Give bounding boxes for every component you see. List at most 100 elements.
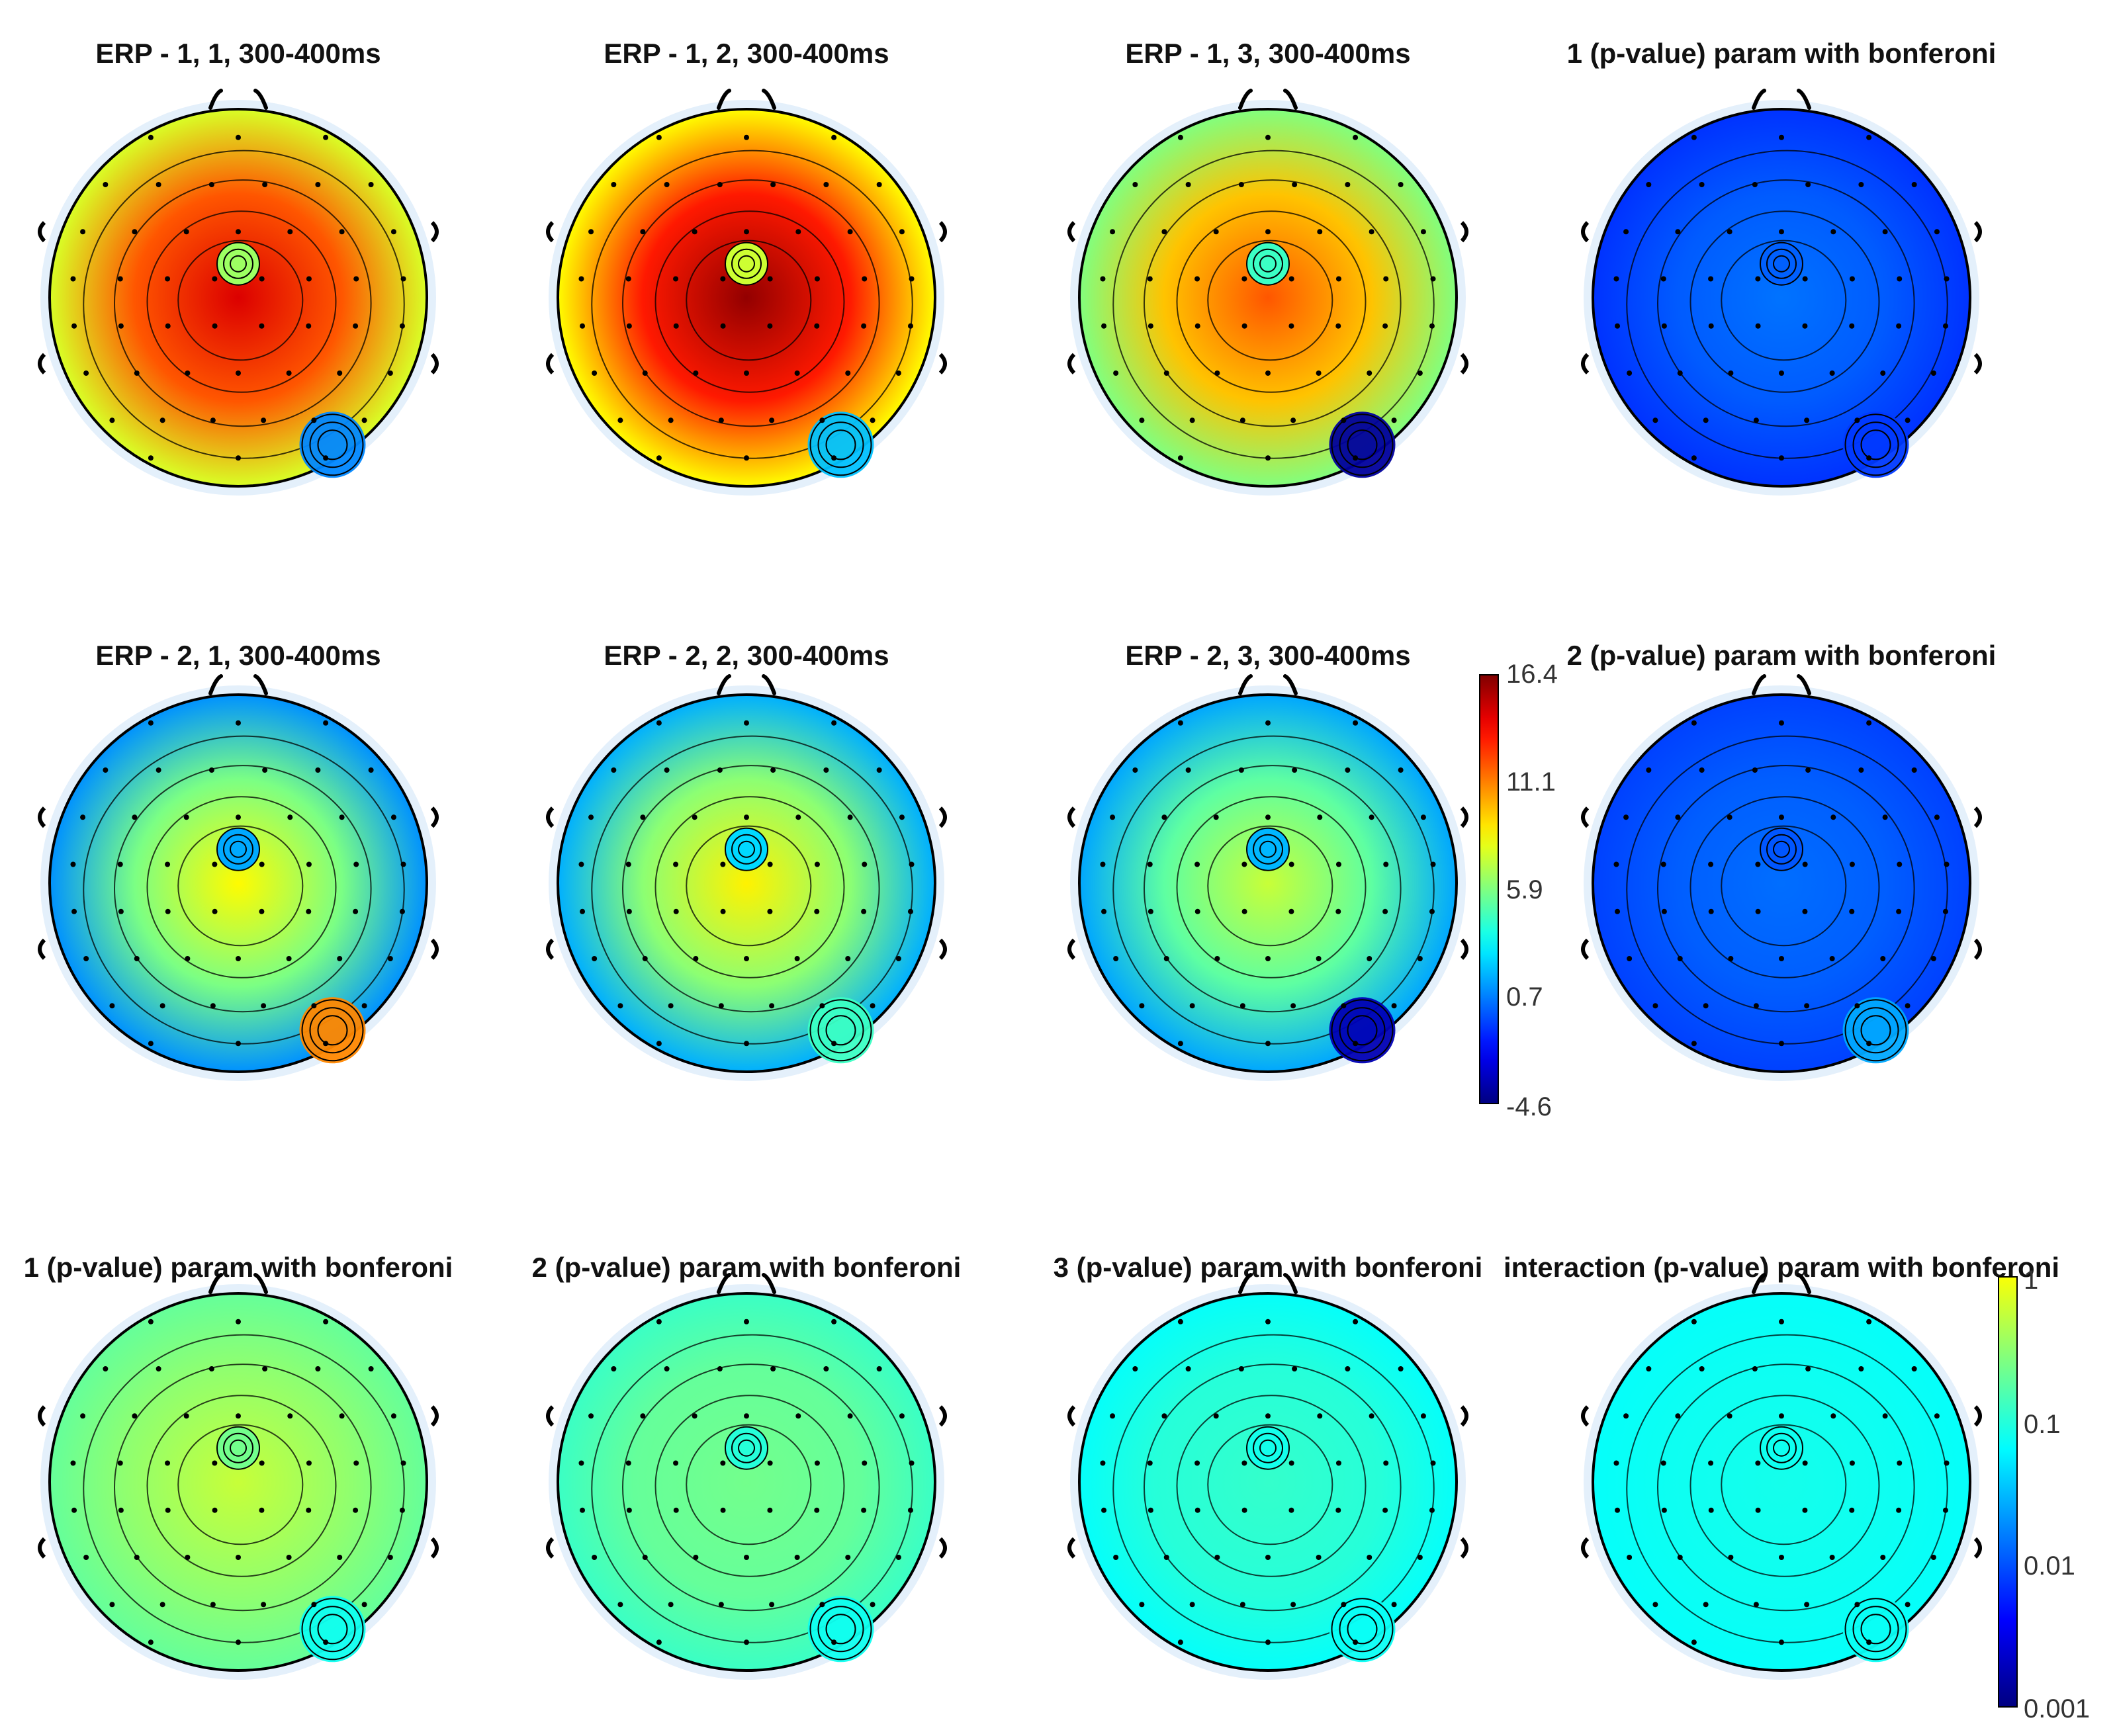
electrode-dot xyxy=(664,767,670,773)
electrode-dot xyxy=(693,1555,699,1560)
contour-line xyxy=(301,1598,364,1661)
electrode-dot xyxy=(795,1413,801,1419)
ear-icon xyxy=(1973,221,1982,243)
contour-line xyxy=(731,1432,762,1463)
ear-icon xyxy=(430,1537,439,1559)
ear-icon xyxy=(1581,938,1590,960)
electrode-dot xyxy=(794,370,800,376)
electrode-dot xyxy=(1691,1319,1697,1324)
electrode-dot xyxy=(1849,1507,1855,1513)
electrode-dot xyxy=(720,1460,726,1466)
electrode-dot xyxy=(794,956,800,961)
electrode-dot xyxy=(1101,323,1107,329)
ear-icon xyxy=(430,938,439,960)
scalp-map xyxy=(557,1292,936,1672)
electrode-dot xyxy=(185,370,191,376)
electrode-dot xyxy=(744,1319,749,1324)
ear-icon xyxy=(938,353,947,374)
erp-colorbar-tick: 16.4 xyxy=(1506,660,1558,689)
electrode-dot xyxy=(668,1003,674,1009)
electrode-dot xyxy=(823,182,829,187)
electrode-dot xyxy=(1429,908,1435,914)
ear-icon xyxy=(546,1405,555,1427)
electrode-dot xyxy=(767,861,773,867)
electrode-dot xyxy=(668,417,674,423)
contour-line xyxy=(686,825,812,947)
electrode-dot xyxy=(1238,1366,1244,1371)
nose-icon xyxy=(1238,89,1298,110)
contour-line xyxy=(177,1424,304,1545)
contour-line xyxy=(223,248,253,279)
hotspot xyxy=(807,1596,874,1663)
electrode-dot xyxy=(1708,323,1714,329)
electrode-dot xyxy=(1239,417,1245,423)
electrode-dot xyxy=(1417,370,1423,376)
electrode-dot xyxy=(109,1003,115,1009)
topoplot-panel: ERP - 2, 2, 300-400ms xyxy=(546,640,947,1081)
electrode-dot xyxy=(1854,417,1860,423)
contour-line xyxy=(686,239,812,361)
electrode-dot xyxy=(1177,720,1183,726)
electrode-dot xyxy=(262,767,268,773)
contour-line xyxy=(1657,1364,1915,1612)
electrode-dot xyxy=(1849,1460,1855,1466)
contour-line xyxy=(1844,413,1907,476)
electrode-dot xyxy=(117,276,123,282)
electrode-dot xyxy=(1652,417,1658,423)
ear-icon xyxy=(38,1405,46,1427)
electrode-dot xyxy=(617,1602,623,1608)
electrode-dot xyxy=(814,323,820,329)
electrode-dot xyxy=(1288,1507,1294,1513)
electrode-dot xyxy=(323,455,329,461)
electrode-dot xyxy=(718,417,724,423)
electrode-dot xyxy=(1265,814,1271,820)
electrode-dot xyxy=(71,1507,77,1513)
electrode-dot xyxy=(1148,323,1153,329)
electrode-dot xyxy=(770,182,776,187)
electrode-dot xyxy=(907,908,913,914)
electrode-dot xyxy=(311,1003,317,1009)
pvalue-colorbar-gradient xyxy=(1998,1276,2018,1708)
electrode-dot xyxy=(1753,1003,1759,1009)
electrode-dot xyxy=(1194,861,1200,867)
electrode-dot xyxy=(1100,861,1106,867)
electrode-dot xyxy=(1265,229,1271,235)
contour-line xyxy=(738,840,755,858)
electrode-dot xyxy=(823,767,829,773)
contour-line xyxy=(146,1395,337,1577)
electrode-dot xyxy=(1391,417,1397,423)
electrode-dot xyxy=(862,1460,868,1466)
electrode-dot xyxy=(1703,417,1709,423)
electrode-dot xyxy=(306,1460,312,1466)
electrode-dot xyxy=(353,276,359,282)
electrode-dot xyxy=(1755,861,1761,867)
electrode-dot xyxy=(717,182,723,187)
electrode-dot xyxy=(132,1413,138,1419)
electrode-dot xyxy=(845,1555,851,1560)
electrode-dot xyxy=(1880,956,1886,961)
ear-icon xyxy=(1973,806,1982,828)
ear-icon xyxy=(38,938,46,960)
electrode-dot xyxy=(1858,767,1864,773)
contour-line xyxy=(622,765,880,1013)
electrode-dot xyxy=(1189,1602,1195,1608)
electrode-dot xyxy=(103,767,109,773)
electrode-dot xyxy=(1239,1602,1245,1608)
electrode-dot xyxy=(1316,370,1322,376)
electrode-dot xyxy=(109,1602,115,1608)
electrode-dot xyxy=(876,767,882,773)
electrode-dot xyxy=(1613,276,1619,282)
electrode-dot xyxy=(720,323,726,329)
electrode-dot xyxy=(1866,1319,1872,1324)
contour-line xyxy=(591,735,913,1045)
topoplot-panel: interaction (p-value) param with bonfero… xyxy=(1504,1252,2059,1680)
electrode-dot xyxy=(1691,1639,1697,1645)
contour-line xyxy=(1259,840,1277,858)
electrode-dot xyxy=(1866,134,1872,140)
electrode-dot xyxy=(1345,767,1351,773)
electrode-dot xyxy=(870,1003,876,1009)
electrode-dot xyxy=(1239,1003,1245,1009)
electrode-dot xyxy=(1163,1555,1169,1560)
electrode-dot xyxy=(895,370,901,376)
electrode-dot xyxy=(1265,455,1271,461)
